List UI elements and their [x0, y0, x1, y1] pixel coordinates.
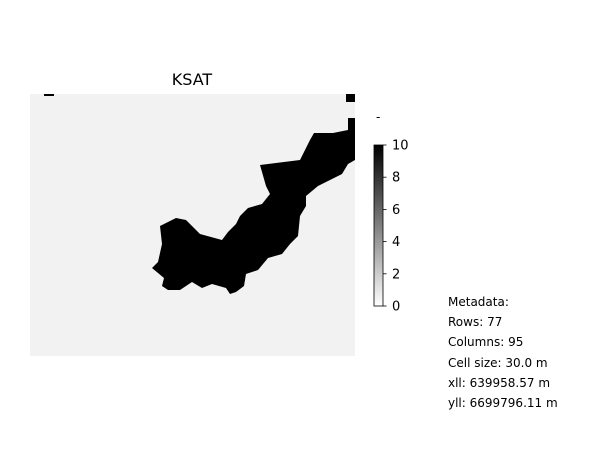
- ksat-region: [152, 118, 355, 294]
- colorbar-tick-label: 6: [392, 203, 400, 218]
- colorbar-tick-label: 8: [392, 171, 400, 186]
- colorbar-tick-label: 4: [392, 235, 400, 250]
- region-pixel: [44, 94, 54, 96]
- colorbar-tick-label: 0: [392, 300, 400, 315]
- metadata-panel: Metadata: Rows: 77 Columns: 95 Cell size…: [448, 292, 558, 413]
- colorbar: 0 2 4 6 8 10: [373, 139, 409, 315]
- metadata-yll: yll: 6699796.11 m: [448, 396, 558, 411]
- metadata-rows: Rows: 77: [448, 315, 503, 330]
- metadata-columns: Columns: 95: [448, 335, 524, 350]
- colorbar-tick-label: 10: [392, 139, 409, 154]
- map-background: [30, 94, 355, 356]
- metadata-xll: xll: 639958.57 m: [448, 375, 551, 390]
- colorbar-extra-mark: -: [376, 110, 380, 124]
- colorbar-gradient: [373, 144, 384, 307]
- region-pixel: [346, 94, 355, 102]
- colorbar-tick-label: 2: [392, 267, 400, 282]
- heatmap-area: [30, 94, 355, 356]
- metadata-cell-size: Cell size: 30.0 m: [448, 355, 548, 370]
- chart-title: KSAT: [172, 70, 213, 89]
- metadata-heading: Metadata:: [448, 295, 509, 309]
